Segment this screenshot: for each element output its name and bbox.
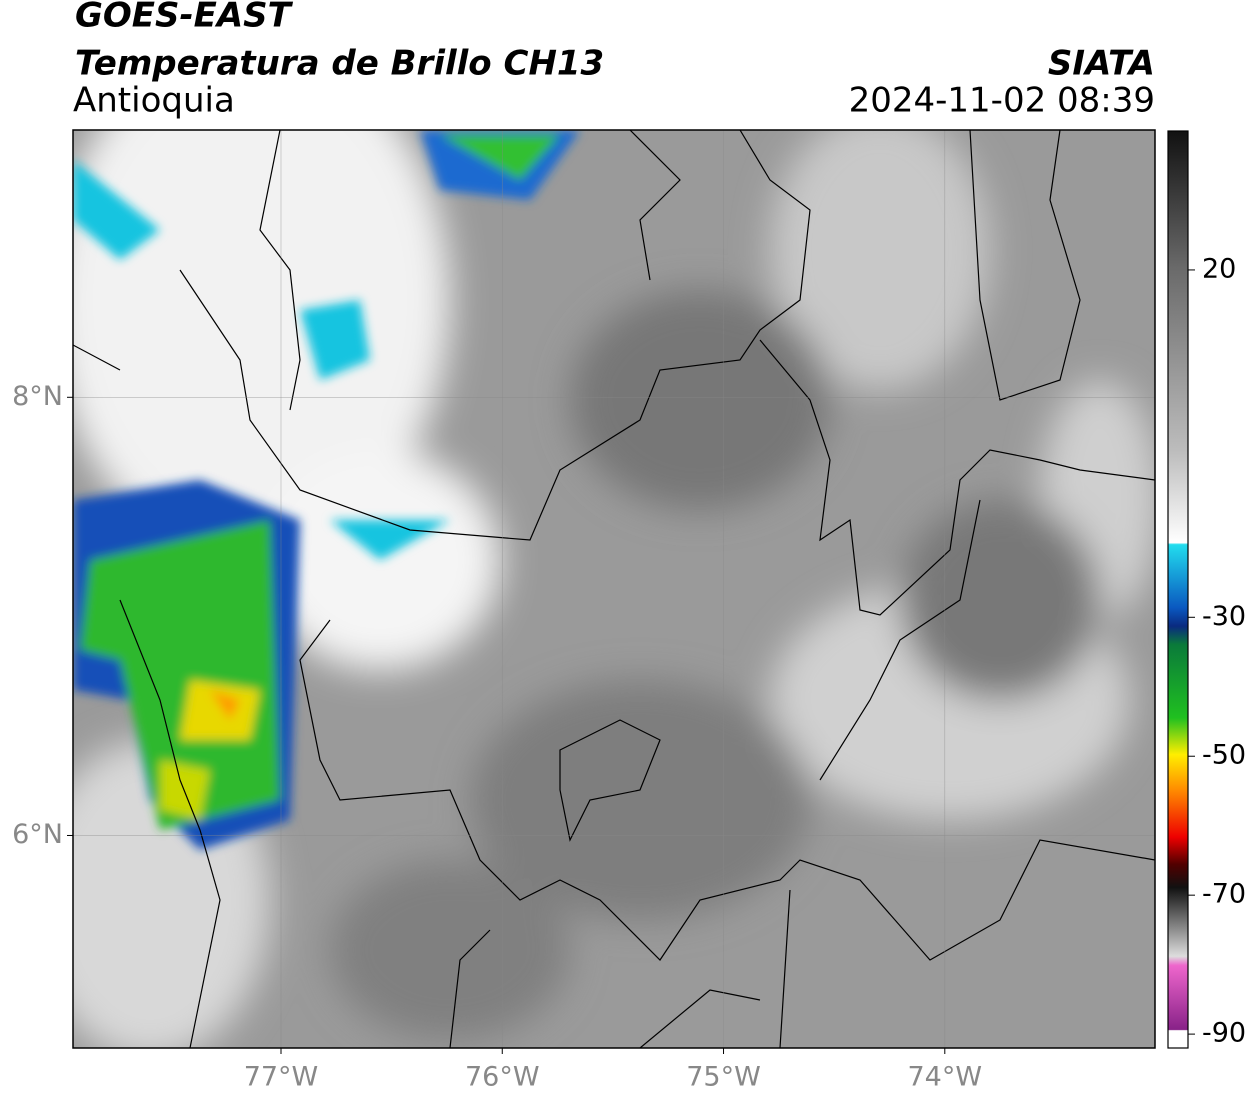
lat-tick-label: 8°N: [12, 381, 63, 412]
colorbar-tick-label: -50: [1202, 740, 1246, 771]
lon-tick-label: 76°W: [465, 1062, 540, 1093]
satellite: GOES-EAST: [75, 0, 294, 36]
colorbar-ticks: 20 -30 -50 -70 -90: [1188, 253, 1246, 1049]
colorbar-tick-label: -70: [1202, 879, 1246, 910]
region: Antioquia: [73, 81, 235, 121]
colorbar-tick-label: -90: [1202, 1018, 1246, 1049]
source: SIATA: [1048, 44, 1155, 84]
datetime: 2024-11-02 08:39: [849, 81, 1155, 121]
colorbar-tick-label: 20: [1202, 253, 1236, 284]
graticule: 77°W 76°W 75°W 74°W 8°N 6°N: [12, 130, 1155, 1093]
satellite-image: [73, 130, 1155, 1048]
colorbar-tick-label: -30: [1202, 601, 1246, 632]
colorbar: [1167, 130, 1189, 1049]
lon-tick-label: 74°W: [908, 1062, 983, 1093]
product: Temperatura de Brillo CH13: [75, 44, 604, 84]
lon-tick-label: 77°W: [244, 1062, 319, 1093]
lon-tick-label: 75°W: [686, 1062, 761, 1093]
lat-tick-label: 6°N: [12, 819, 63, 850]
map-frame: [72, 129, 1156, 1049]
